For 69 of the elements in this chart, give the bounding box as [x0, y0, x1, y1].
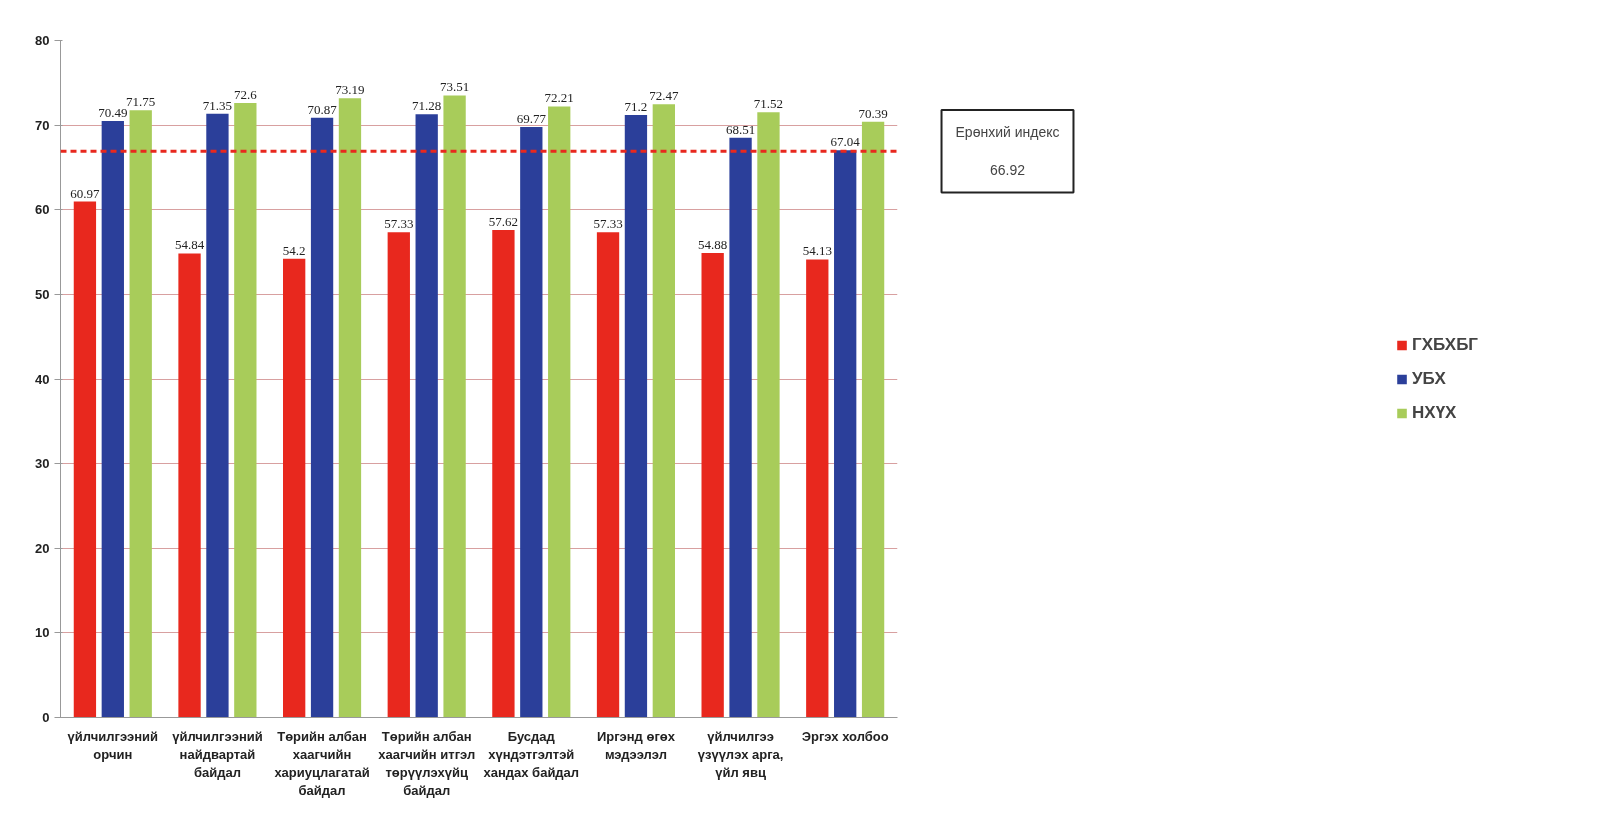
data-label: 54.2 [282, 242, 306, 258]
data-label: 70.39 [858, 105, 888, 121]
data-label: 70.49 [98, 104, 128, 120]
bar [624, 114, 648, 718]
y-tick-label: 10 [35, 625, 50, 641]
data-label: 67.04 [830, 134, 861, 150]
data-label: 71.75 [126, 94, 156, 110]
x-tick-label: үйлчилгээний орчин [67, 728, 159, 762]
data-label: 69.77 [516, 111, 547, 127]
bar [206, 113, 229, 718]
y-tick-label: 70 [35, 117, 50, 133]
data-label: 54.13 [802, 243, 832, 259]
data-label: 72.47 [649, 88, 679, 104]
bar [415, 114, 438, 718]
bar [757, 112, 780, 718]
text: Ерөнхий индекс 66.92 [955, 123, 1060, 179]
data-label: 71.35 [202, 97, 233, 113]
y-tick-label: 50 [35, 286, 50, 302]
data-label: 68.51 [725, 121, 756, 137]
y-tick-label: 40 [35, 371, 50, 387]
bar [73, 201, 97, 718]
y-tick-label: 80 [35, 33, 50, 48]
bar [234, 103, 257, 718]
y-tick-label: 30 [35, 456, 50, 472]
bar [729, 137, 752, 718]
y-tick-label: 60 [35, 202, 50, 218]
bar [101, 120, 124, 718]
bar [548, 106, 571, 718]
bar [338, 98, 362, 718]
bar [283, 258, 306, 718]
bar [520, 127, 543, 718]
x-tick-label: Төрийн албан хаагчийн итгэл төрүүлэхүйц байдал [378, 728, 476, 798]
data-label: 57.33 [593, 216, 623, 232]
x-tick-label: Бусдад хүндэтгэлтэй хандах байдал [483, 728, 580, 780]
data-label: 57.62 [488, 213, 519, 229]
data-label: 60.97 [70, 185, 101, 201]
data-label: 72.21 [544, 90, 574, 106]
x-tick-label: үйлчилгээний найдвартай байдал [172, 728, 263, 780]
bar [129, 110, 152, 718]
data-label: 54.84 [174, 237, 205, 253]
legend-label: НХҮХ [1412, 402, 1457, 423]
data-label: 73.51 [439, 79, 470, 95]
legend-label: ГХБХБГ [1412, 334, 1478, 355]
x-tick-label: Төрийн албан хаагчийн хариуцлагатай байдал [274, 728, 370, 798]
bar [178, 253, 201, 718]
data-label: 73.19 [335, 82, 365, 98]
bar [492, 229, 515, 718]
bar [387, 232, 410, 718]
bar [443, 95, 466, 718]
data-label: 71.52 [753, 96, 784, 112]
bar [701, 253, 724, 718]
bar [834, 150, 857, 718]
bar [806, 259, 829, 718]
x-tick-label: Иргэнд өгөх мэдээлэл [596, 728, 676, 762]
y-tick-label: 0 [42, 710, 50, 725]
bar [310, 117, 334, 718]
data-label: 72.6 [233, 87, 258, 103]
legend-label: УБХ [1412, 368, 1446, 389]
bar [596, 232, 620, 718]
bar [861, 121, 885, 718]
data-label: 54.88 [698, 237, 728, 253]
y-tick-label: 20 [35, 540, 50, 556]
data-label: 70.87 [307, 101, 338, 117]
data-label: 71.28 [412, 98, 442, 114]
x-tick-label: Эргэх холбоо [801, 728, 889, 744]
bar [652, 104, 675, 718]
x-tick-label: үйлчилгээ үзүүлэх арга, үйл явц [697, 728, 784, 780]
data-label: 71.2 [624, 98, 648, 114]
data-label: 57.33 [384, 216, 414, 232]
